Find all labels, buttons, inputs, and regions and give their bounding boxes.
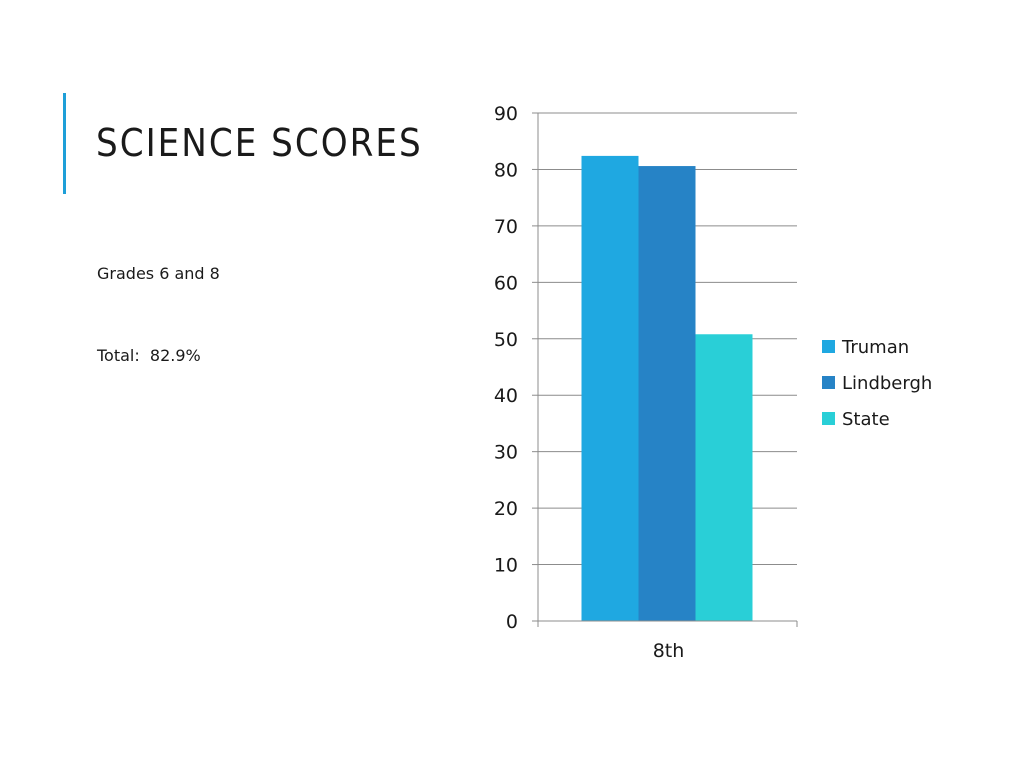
- legend-swatch-state: [822, 412, 835, 425]
- slide-title: SCIENCE SCORES: [96, 121, 423, 165]
- y-tick-label-10: 10: [494, 555, 518, 577]
- legend-swatch-truman: [822, 340, 835, 353]
- bar-truman-8th: [581, 155, 639, 622]
- chart-bars: [581, 155, 753, 622]
- bar-lindbergh-8th: [638, 166, 696, 621]
- total-score-text: Total: 82.9%: [97, 346, 201, 365]
- chart-tick-labels: 0 10 20 30 40 50 60 70 80 90 8th: [494, 103, 684, 662]
- chart-legend: Truman Lindbergh State: [822, 337, 932, 430]
- title-accent-bar: [63, 93, 66, 194]
- y-tick-label-50: 50: [494, 329, 518, 351]
- y-tick-label-90: 90: [494, 103, 518, 125]
- bar-state-8th: [695, 334, 753, 621]
- y-tick-label-60: 60: [494, 272, 518, 294]
- legend-label-state: State: [842, 409, 890, 430]
- legend-swatch-lindbergh: [822, 376, 835, 389]
- legend-label-lindbergh: Lindbergh: [842, 373, 932, 394]
- y-tick-label-40: 40: [494, 385, 518, 407]
- y-tick-label-30: 30: [494, 442, 518, 464]
- legend-label-truman: Truman: [841, 337, 909, 358]
- slide-subtitle: Grades 6 and 8: [97, 264, 220, 283]
- x-tick-label-8th: 8th: [653, 640, 685, 662]
- y-tick-label-0: 0: [506, 611, 518, 633]
- y-tick-label-80: 80: [494, 159, 518, 181]
- y-tick-label-20: 20: [494, 498, 518, 520]
- chart-axes: [532, 112, 798, 627]
- y-tick-label-70: 70: [494, 216, 518, 238]
